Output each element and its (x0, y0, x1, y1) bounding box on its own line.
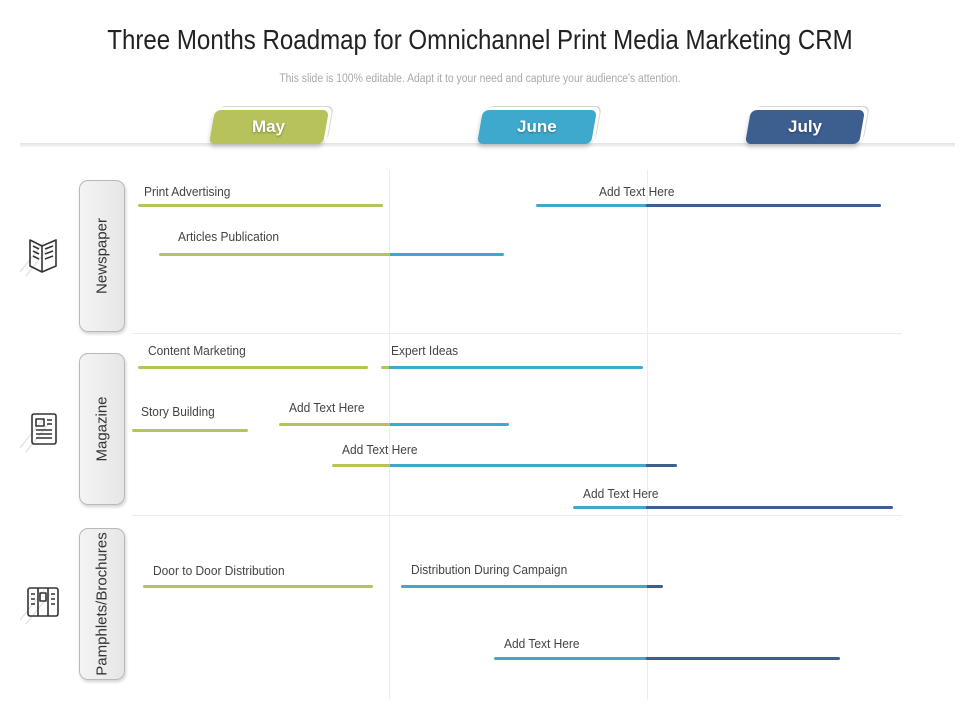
task-label: Add Text Here (289, 400, 365, 415)
task-bar (332, 464, 677, 467)
task-bar (132, 429, 248, 432)
magazine-icon (20, 413, 57, 453)
task-label: Add Text Here (342, 442, 418, 457)
task-bar (381, 366, 643, 369)
slide-title: Three Months Roadmap for Omnichannel Pri… (107, 24, 853, 55)
row-label-newspaper: Newspaper (79, 180, 125, 332)
task-label: Add Text Here (599, 184, 675, 199)
task-label: Articles Publication (178, 229, 280, 244)
task-bar (159, 253, 504, 256)
task-label: Expert Ideas (391, 343, 459, 358)
row-label-brochures: Pamphlets/Brochures (79, 528, 125, 680)
row-divider (132, 515, 902, 516)
month-label: June (517, 117, 557, 136)
grid-line-june-july (647, 170, 648, 700)
row-label-magazine: Magazine (79, 353, 125, 505)
task-label: Add Text Here (504, 636, 580, 651)
row-divider (132, 333, 902, 334)
task-bar (138, 366, 368, 369)
header-divider (20, 143, 955, 147)
slide-subtitle: This slide is 100% editable. Adapt it to… (279, 73, 681, 85)
brochure-icon (20, 587, 59, 625)
grid-line-may-june (389, 170, 390, 700)
task-bar (494, 657, 840, 660)
month-tab-may: May (209, 110, 329, 144)
month-label: May (252, 117, 286, 136)
task-bar (143, 585, 373, 588)
month-tab-july: July (745, 110, 865, 144)
task-bar (138, 204, 383, 207)
task-label: Add Text Here (583, 486, 659, 501)
task-label: Story Building (141, 404, 215, 419)
task-bar (573, 506, 893, 509)
task-bar (401, 585, 663, 588)
task-bar (536, 204, 881, 207)
row-label-text: Magazine (93, 396, 111, 462)
newspaper-icon (20, 239, 57, 277)
month-label: July (787, 117, 823, 136)
task-label: Door to Door Distribution (153, 563, 285, 578)
month-tab-june: June (477, 110, 597, 144)
row-label-text: Pamphlets/Brochures (93, 532, 111, 676)
row-label-text: Newspaper (93, 218, 111, 294)
task-label: Content Marketing (148, 343, 246, 358)
task-label: Distribution During Campaign (411, 562, 568, 577)
task-label: Print Advertising (144, 184, 231, 199)
task-bar (279, 423, 509, 426)
